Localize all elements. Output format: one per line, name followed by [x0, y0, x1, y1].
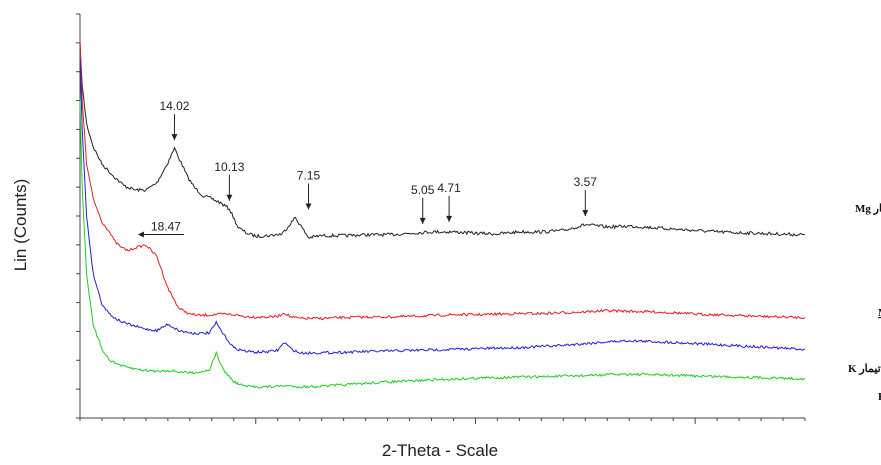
annotation-arrowhead	[305, 203, 312, 210]
peak-label: 18.47	[151, 220, 181, 234]
peak-label: 4.71	[437, 181, 461, 195]
annotation-layer: 14.02 10.13 7.15 5.05 4.71 3.57 18.47	[137, 99, 598, 238]
peak-label: 7.15	[297, 168, 321, 182]
peak-label: 3.57	[574, 175, 598, 189]
series-layer	[79, 41, 806, 389]
series-line-2	[79, 58, 806, 355]
series-label-3: تیمار K+T(550°C)	[878, 391, 881, 403]
peak-label: 10.13	[214, 160, 244, 174]
series-line-3	[79, 100, 806, 389]
series-label-0: تیمار Mg	[855, 203, 881, 215]
annotation-arrowhead	[137, 231, 144, 238]
peak-label: 5.05	[411, 183, 435, 197]
axes	[76, 13, 806, 424]
series-line-0	[79, 41, 806, 239]
annotation-arrowhead	[171, 134, 178, 141]
annotation-arrowhead	[582, 210, 589, 217]
annotation-arrowhead	[446, 215, 453, 222]
x-axis-label: 2-Theta - Scale	[382, 441, 498, 460]
annotation-arrowhead	[419, 217, 426, 224]
series-label-2: تیمار K	[848, 363, 881, 375]
series-label-layer: تیمار Mg تیمار Mg+EG تیمار K تیمار K+T(550°…	[848, 203, 881, 403]
y-axis-label: Lin (Counts)	[11, 179, 30, 272]
peak-label: 14.02	[159, 99, 189, 113]
annotation-arrowhead	[226, 194, 233, 201]
series-line-1	[79, 41, 806, 321]
series-label-1: تیمار Mg+EG	[878, 307, 881, 319]
